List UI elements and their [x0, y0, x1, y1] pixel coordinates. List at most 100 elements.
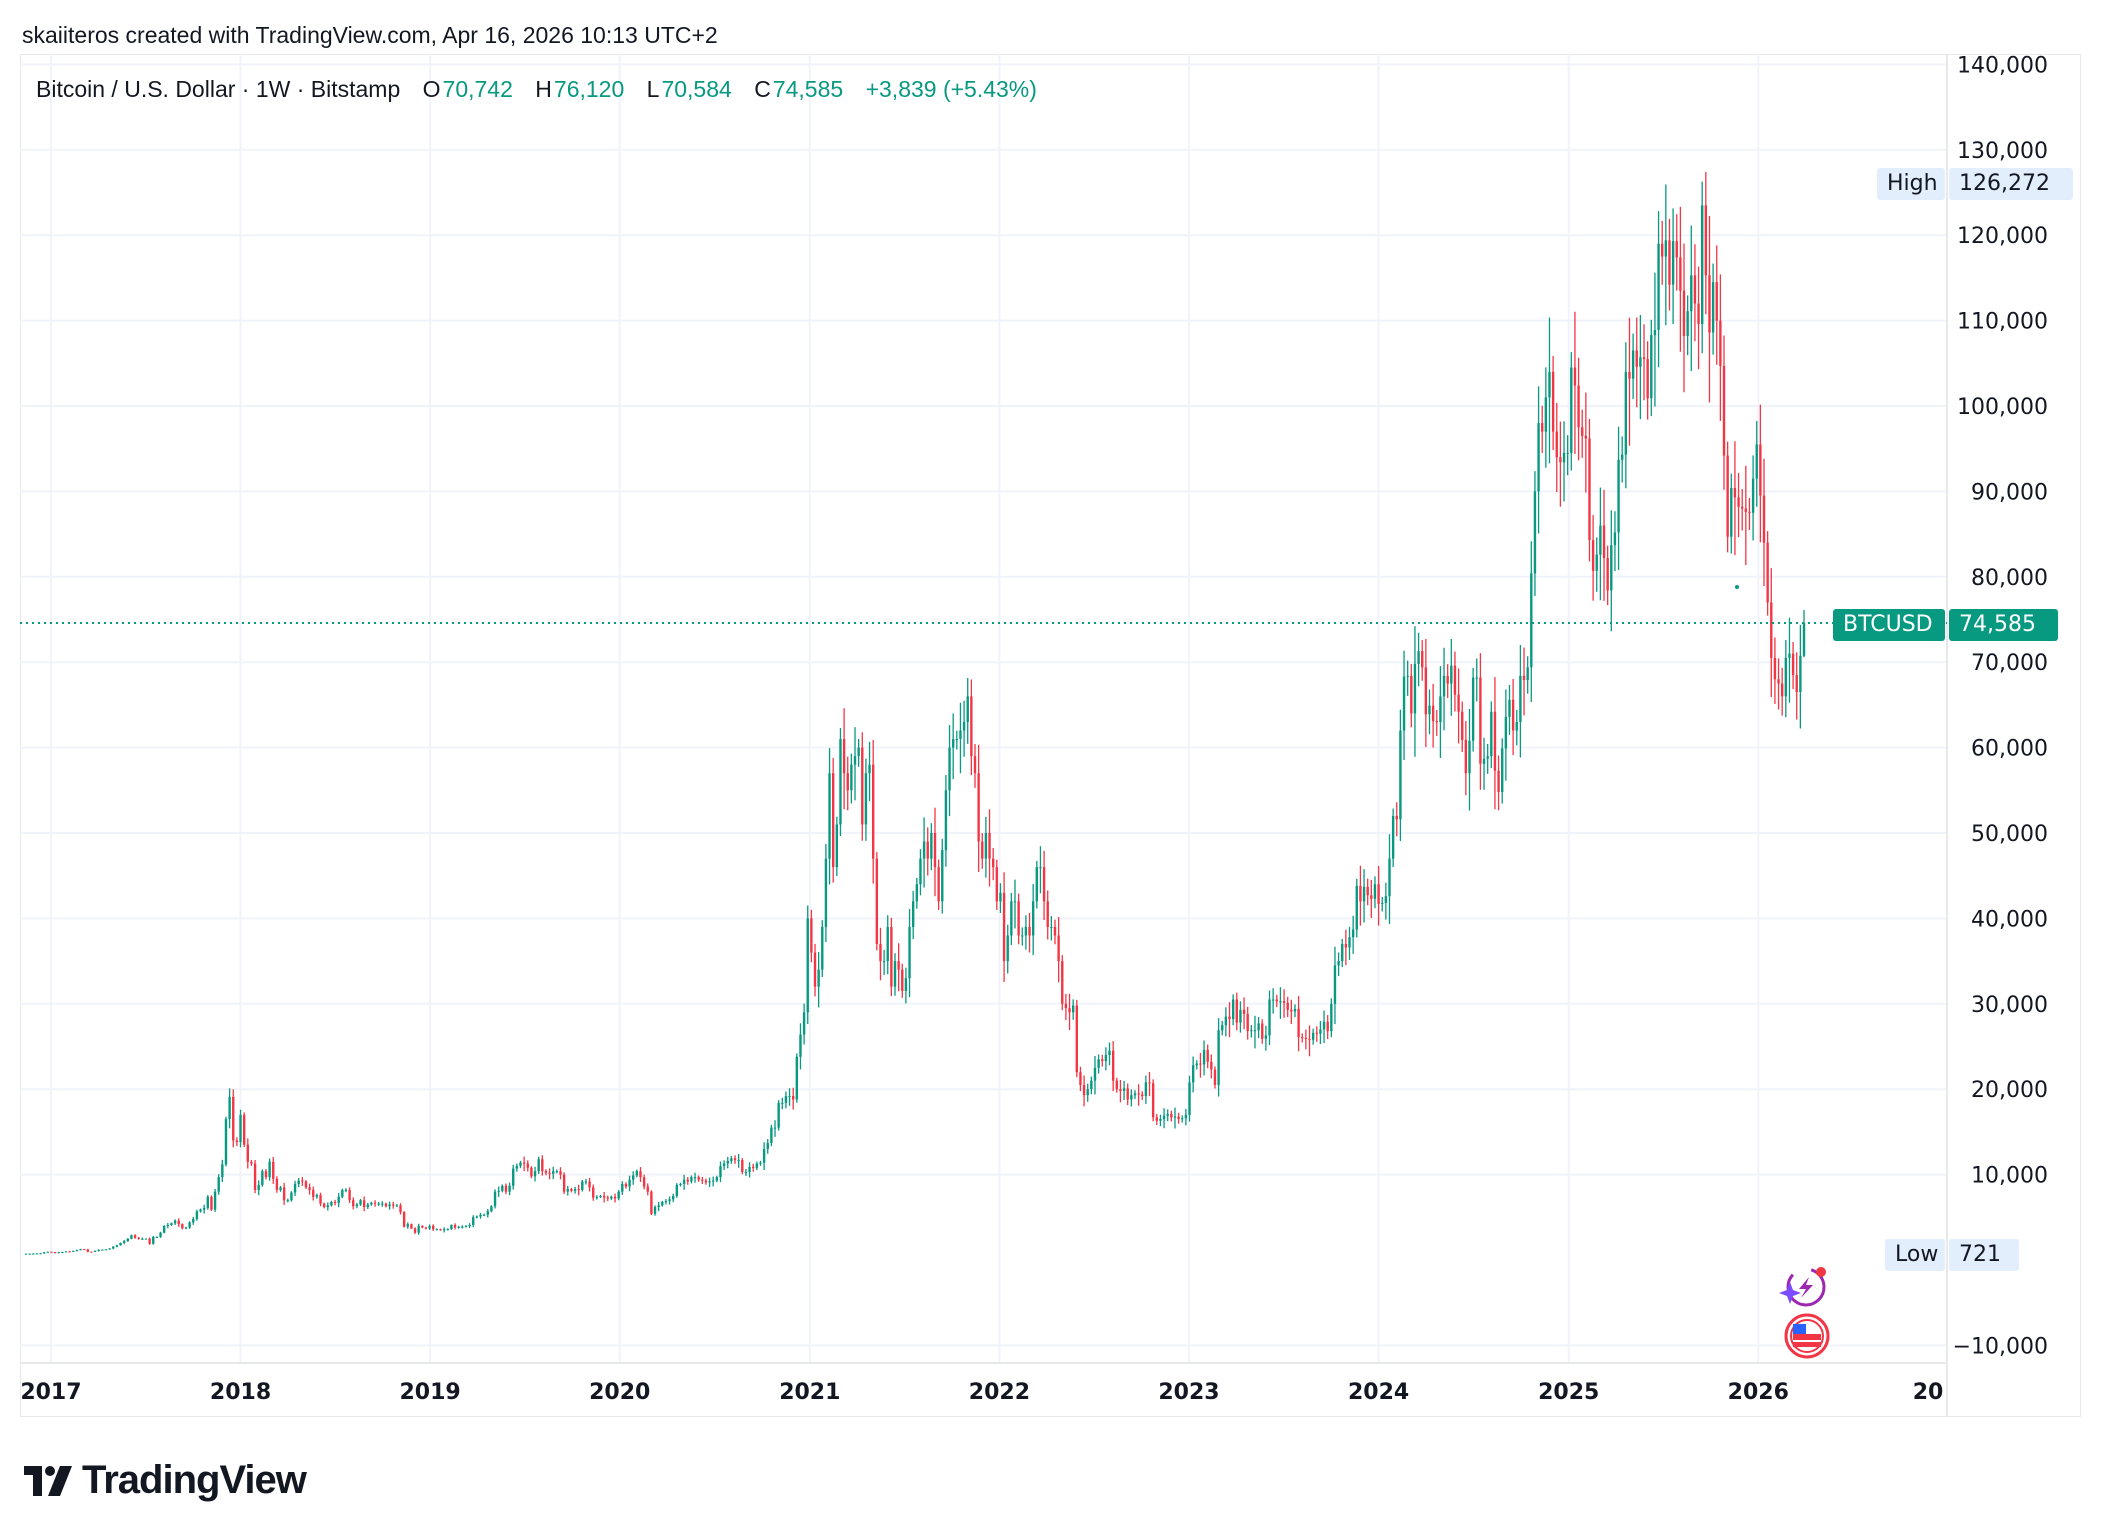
candle-body	[1661, 243, 1664, 257]
flash-news-icon[interactable]	[1779, 1267, 1826, 1307]
candle	[1515, 709, 1518, 746]
candle-body	[682, 1179, 686, 1184]
candle	[897, 943, 900, 992]
candle-body	[1555, 431, 1558, 458]
candle	[330, 1200, 333, 1207]
candle	[1311, 1028, 1315, 1045]
candle	[1013, 879, 1017, 929]
candle-body	[1021, 935, 1024, 937]
candle	[1137, 1084, 1140, 1106]
x-tick-label: 2018	[210, 1380, 271, 1405]
tradingview-logo[interactable]: TradingView	[24, 1458, 307, 1503]
candle-body	[79, 1249, 82, 1251]
candle	[861, 732, 864, 841]
candle	[610, 1195, 613, 1200]
candle	[1181, 1115, 1184, 1123]
candle-body	[886, 926, 889, 962]
candle	[221, 1159, 224, 1183]
candle-body	[668, 1199, 671, 1202]
chart-frame	[20, 54, 2081, 1417]
candle	[1646, 341, 1649, 420]
candle-body	[1591, 540, 1595, 571]
candle-body	[1482, 758, 1486, 764]
candle-body	[519, 1162, 522, 1167]
candle	[1566, 435, 1569, 476]
candle	[1330, 998, 1333, 1038]
candle-body	[871, 764, 875, 859]
candle-body	[584, 1181, 588, 1183]
candle	[893, 953, 897, 996]
candle	[613, 1193, 617, 1203]
candle	[646, 1183, 649, 1196]
candle	[951, 713, 955, 780]
candle	[217, 1174, 220, 1195]
candle	[846, 756, 849, 811]
candle	[922, 817, 926, 888]
candle	[1341, 938, 1344, 968]
candle-body	[1031, 901, 1035, 936]
candle-body	[1511, 699, 1515, 731]
candle-body	[1042, 867, 1046, 902]
candle-body	[1522, 675, 1526, 681]
candle-body	[61, 1252, 64, 1254]
candle	[1653, 272, 1657, 407]
candle-body	[1308, 1038, 1311, 1040]
candle-body	[1639, 357, 1642, 367]
candle	[1686, 295, 1689, 356]
candle-body	[486, 1211, 489, 1215]
candle-body	[1115, 1080, 1118, 1090]
candle-body	[1439, 696, 1442, 722]
candle	[1621, 436, 1624, 483]
candle-body	[264, 1171, 268, 1178]
candle	[1413, 626, 1417, 757]
candle-body	[1446, 675, 1449, 684]
candle-body	[464, 1225, 468, 1227]
candle	[628, 1175, 631, 1192]
candle-body	[435, 1229, 439, 1231]
candle	[1668, 218, 1671, 311]
candle-body	[1737, 497, 1740, 507]
candle	[1508, 684, 1511, 735]
candle-body	[661, 1201, 664, 1206]
candle	[1530, 541, 1533, 703]
candle	[1031, 884, 1035, 955]
candle	[1279, 987, 1282, 1019]
candle-body	[1573, 367, 1577, 386]
candle	[130, 1234, 133, 1240]
candle	[1606, 545, 1609, 606]
candle-body	[788, 1096, 791, 1098]
candle	[1399, 709, 1402, 841]
symbol-title[interactable]: Bitcoin / U.S. Dollar · 1W · Bitstamp	[36, 76, 401, 102]
candle	[501, 1184, 504, 1193]
candle-body	[1264, 1035, 1268, 1039]
candle-body	[999, 892, 1002, 902]
candle-body	[813, 952, 817, 987]
candle	[1082, 1075, 1086, 1107]
candle-body	[1464, 739, 1468, 774]
us-economic-event-icon[interactable]	[1784, 1313, 1830, 1359]
candle-body	[621, 1183, 624, 1192]
y-tick-label: −10,000	[1953, 1334, 2048, 1359]
candle	[617, 1190, 620, 1201]
y-tick-label: 70,000	[1971, 651, 2048, 676]
candle-body	[1530, 573, 1533, 668]
candle	[824, 844, 828, 943]
candle-body	[1726, 455, 1729, 537]
candle	[1221, 1020, 1224, 1036]
candle-body	[1231, 999, 1235, 1020]
candle	[257, 1180, 260, 1196]
candle	[1780, 667, 1784, 716]
candle-body	[1311, 1032, 1315, 1040]
candle	[1737, 472, 1740, 538]
candle	[1355, 878, 1358, 938]
candle-body	[686, 1179, 689, 1182]
candle	[1453, 651, 1457, 712]
candle	[693, 1172, 697, 1183]
candle	[1501, 738, 1504, 804]
candle-body	[228, 1096, 231, 1120]
candle	[1650, 319, 1653, 417]
candle-body	[82, 1249, 86, 1251]
candle	[1624, 342, 1628, 489]
candle	[1017, 893, 1020, 945]
